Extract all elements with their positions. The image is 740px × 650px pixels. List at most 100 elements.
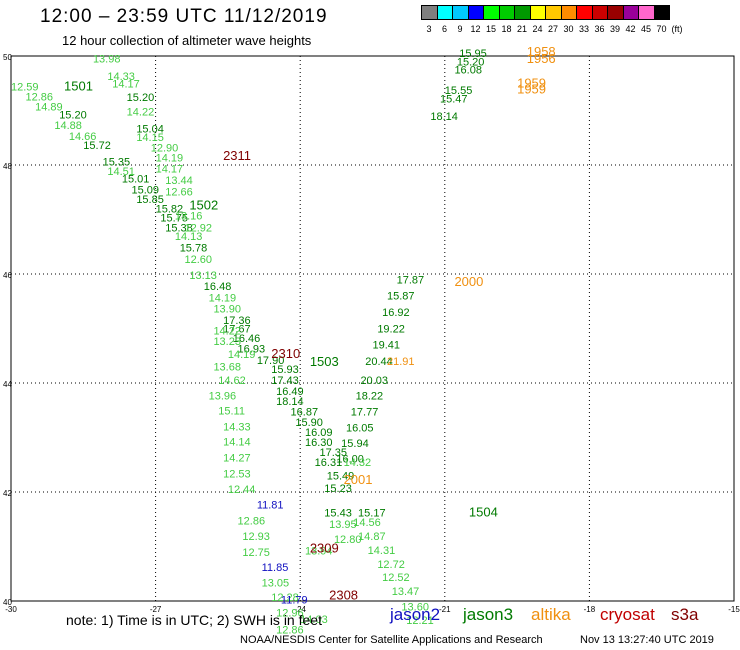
pass-number-label: 1959: [517, 76, 546, 91]
swh-point-label: 13.13: [189, 270, 217, 282]
pass-number-label: 1504: [469, 505, 498, 520]
swh-point-label: 21.91: [387, 356, 415, 368]
swh-point-label: 17.87: [397, 274, 425, 286]
swh-point-label: 15.85: [136, 194, 164, 206]
scale-label: 21: [516, 24, 527, 34]
y-tick-label: 44: [3, 380, 12, 389]
y-tick-label: 42: [3, 489, 12, 498]
scale-label: 42: [625, 24, 636, 34]
legend-jason2: jason2: [390, 605, 441, 624]
swh-point-label: 15.43: [324, 508, 352, 520]
swh-point-label: 12.86: [25, 92, 53, 104]
swh-point-label: 15.78: [180, 243, 208, 255]
x-tick-label: -15: [728, 605, 740, 614]
pass-number-label: 1503: [310, 354, 339, 369]
axis-tick-labels: -30 -27 -24 -21 -18 -15 40 42 44 46 48 50: [3, 53, 740, 614]
scale-swatch: [421, 5, 438, 20]
pass-number-label: 1502: [189, 198, 218, 213]
swh-point-label: 16.08: [454, 64, 482, 76]
scale-swatch: [591, 5, 608, 20]
swh-point-label: 16.48: [204, 281, 232, 293]
pass-number-label: 2000: [454, 274, 483, 289]
legend-jason3: jason3: [463, 605, 514, 624]
scale-unit: (ft): [671, 24, 683, 34]
swh-point-label: 15.75: [160, 213, 188, 225]
scale-label: 30: [563, 24, 574, 34]
scale-swatch: [498, 5, 515, 20]
pass-number-label: 1501: [64, 78, 93, 93]
x-tick-label: -24: [294, 605, 306, 614]
chart-title: 12:00 – 23:59 UTC 11/12/2019: [40, 6, 328, 27]
swh-point-label: 15.20: [59, 110, 87, 122]
swh-point-label: 13.90: [213, 304, 241, 316]
scale-label: 36: [594, 24, 605, 34]
scale-swatch: [622, 5, 639, 20]
footer-credit: NOAA/NESDIS Center for Satellite Applica…: [240, 634, 543, 646]
swh-point-label: 13.05: [262, 577, 290, 589]
pass-number-label: 2308: [329, 587, 358, 602]
color-scale: 3 6 9 12 15 18 21 24 27 30 33 36 39 42 45 70 (ft): [421, 5, 683, 34]
swh-point-label: 15.47: [440, 93, 468, 105]
scale-swatch: [545, 5, 562, 20]
data-points: 15.9515.2016.0815.5515.4718.1417.8715.87…: [11, 48, 487, 637]
scale-swatch: [560, 5, 577, 20]
swh-point-label: 14.62: [218, 375, 246, 387]
swh-point-label: 14.88: [54, 120, 82, 132]
swh-point-label: 16.31: [315, 457, 343, 469]
swh-point-label: 13.23: [213, 336, 241, 348]
y-tick-label: 50: [3, 53, 12, 62]
swh-point-label: 15.01: [122, 173, 150, 185]
swh-point-label: 14.22: [213, 325, 241, 337]
swh-point-label: 13.44: [165, 175, 193, 187]
swh-point-label: 15.38: [165, 222, 193, 234]
scale-label: 3: [426, 24, 432, 34]
swh-point-label: 15.04: [136, 123, 164, 135]
swh-point-label: 16.93: [238, 343, 266, 355]
swh-point-label: 12.66: [165, 187, 193, 199]
swh-point-label: 15.35: [103, 157, 131, 169]
swh-point-label: 19.22: [377, 323, 405, 335]
swh-point-label: 12.44: [228, 484, 256, 496]
swh-point-label: 15.94: [341, 438, 369, 450]
pass-number-label: 1959: [517, 82, 546, 97]
swh-point-label: 14.19: [228, 349, 256, 361]
swh-point-label: 14.13: [175, 231, 203, 243]
swh-point-label: 12.92: [185, 222, 213, 234]
swh-point-label: 20.03: [360, 375, 388, 387]
swh-point-label: 14.33: [223, 421, 251, 433]
swh-point-label: 17.90: [257, 355, 285, 367]
footer-timestamp: Nov 13 13:27:40 UTC 2019: [580, 634, 714, 646]
y-tick-label: 40: [3, 598, 12, 607]
scale-swatch: [467, 5, 484, 20]
swh-point-label: 14.32: [344, 457, 372, 469]
scale-label: 15: [485, 24, 496, 34]
scale-swatch: [638, 5, 655, 20]
y-tick-label: 48: [3, 162, 12, 171]
swh-point-label: 12.28: [271, 592, 299, 604]
scale-label: 70: [656, 24, 667, 34]
swh-point-label: 15.20: [127, 92, 155, 104]
scale-label: 24: [532, 24, 543, 34]
swh-point-label: 13.16: [175, 211, 203, 223]
swh-point-label: 12.53: [223, 468, 251, 480]
swh-point-label: 16.49: [276, 386, 304, 398]
swh-point-label: 14.33: [107, 71, 135, 83]
swh-point-label: 12.80: [334, 534, 362, 546]
swh-point-label: 12.59: [11, 81, 39, 93]
swh-point-label: 14.31: [368, 545, 396, 557]
scale-swatch: [452, 5, 469, 20]
swh-point-label: 15.55: [445, 85, 473, 97]
pass-number-label: 2001: [344, 472, 373, 487]
swh-point-label: 14.03: [300, 614, 328, 626]
swh-point-label: 17.77: [351, 407, 379, 419]
swh-point-label: 16.00: [336, 454, 364, 466]
scale-label: 18: [501, 24, 512, 34]
x-tick-label: -21: [439, 605, 451, 614]
scale-swatch: [436, 5, 453, 20]
y-tick-label: 46: [3, 271, 12, 280]
swh-point-label: 14.15: [136, 132, 164, 144]
swh-point-label: 12.72: [377, 559, 405, 571]
swh-point-label: 14.66: [69, 131, 97, 143]
